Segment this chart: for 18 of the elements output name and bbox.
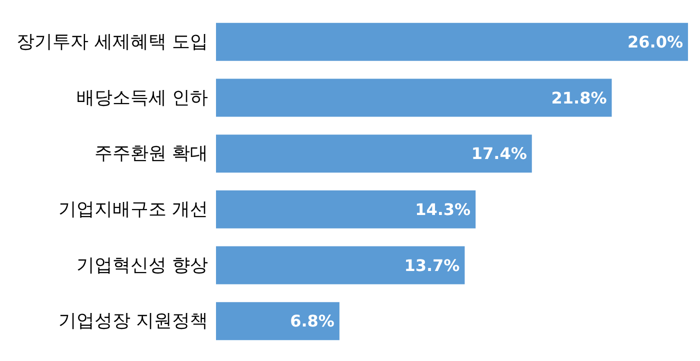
y-tick-label: 배당소득세 인하	[76, 87, 208, 108]
data-label: 14.3%	[415, 200, 471, 219]
y-tick-label: 기업지배구조 개선	[58, 198, 208, 220]
y-tick-label: 기업성장 지원정책	[58, 310, 208, 332]
y-tick-label: 주주환원 확대	[94, 143, 208, 164]
bar	[216, 190, 476, 228]
bar	[216, 134, 532, 173]
y-tick-label: 기업혁신성 향상	[76, 254, 208, 276]
data-label: 21.8%	[551, 88, 607, 108]
data-label: 26.0%	[627, 32, 683, 52]
data-label: 13.7%	[404, 256, 460, 275]
bar	[216, 22, 688, 61]
bar	[216, 78, 612, 117]
bar	[216, 246, 465, 284]
y-tick-label: 장기투자 세제혜택 도입	[16, 31, 208, 52]
data-label: 17.4%	[471, 144, 527, 164]
data-label: 6.8%	[290, 312, 334, 331]
bar	[216, 302, 340, 340]
